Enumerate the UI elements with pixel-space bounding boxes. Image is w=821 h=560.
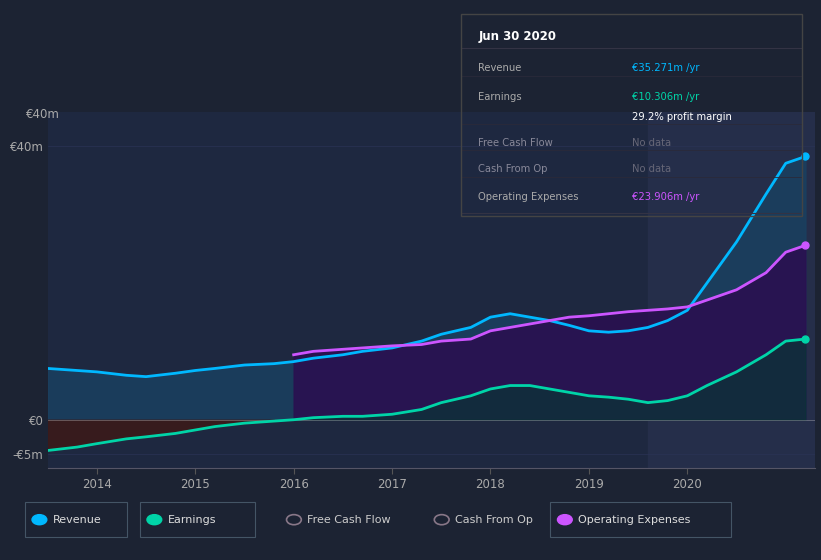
Text: €10.306m /yr: €10.306m /yr [632,92,699,102]
Text: Cash From Op: Cash From Op [479,164,548,174]
Text: €40m: €40m [26,108,60,122]
Bar [648,112,815,468]
Text: No data: No data [632,138,671,148]
Text: Revenue: Revenue [479,63,522,73]
Text: Earnings: Earnings [479,92,522,102]
Text: €23.906m /yr: €23.906m /yr [632,193,699,203]
Text: Revenue: Revenue [53,515,101,525]
Text: Operating Expenses: Operating Expenses [479,193,579,203]
Text: Free Cash Flow: Free Cash Flow [479,138,553,148]
Text: Jun 30 2020: Jun 30 2020 [479,30,557,43]
Text: Free Cash Flow: Free Cash Flow [307,515,391,525]
Text: 29.2% profit margin: 29.2% profit margin [632,112,732,122]
Text: Cash From Op: Cash From Op [455,515,533,525]
Text: Operating Expenses: Operating Expenses [578,515,690,525]
Text: Earnings: Earnings [167,515,216,525]
Text: €35.271m /yr: €35.271m /yr [632,63,699,73]
Text: No data: No data [632,164,671,174]
